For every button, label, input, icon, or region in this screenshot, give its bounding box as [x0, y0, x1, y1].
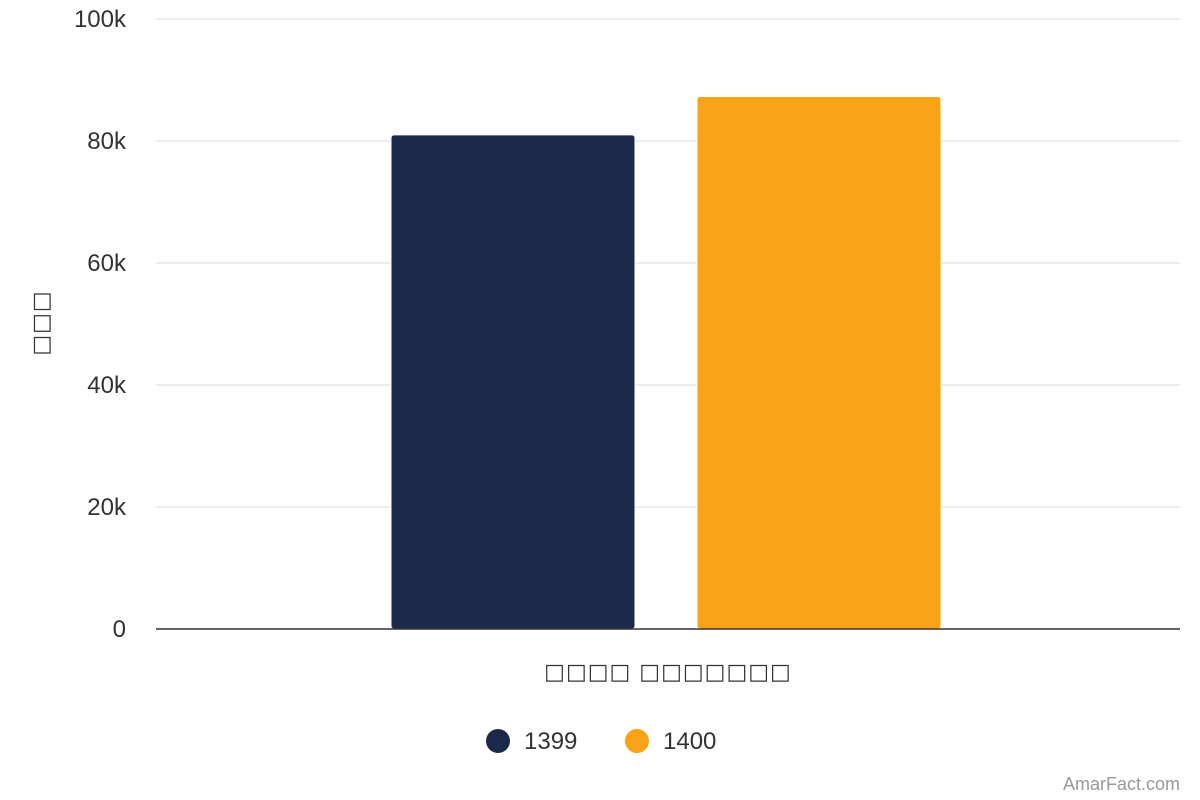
credit-text: AmarFact.com [1063, 774, 1180, 794]
bar-1399 [390, 134, 636, 630]
legend-label-1399: 1399 [524, 728, 577, 755]
x-axis-title: □□□□ □□□□□□□ [544, 660, 792, 685]
legend: 1399 1400 [486, 728, 716, 755]
bar-1400 [696, 95, 942, 630]
y-tick-label: 100k [74, 6, 127, 33]
legend-label-1400: 1400 [663, 728, 716, 755]
y-tick-label: 40k [87, 372, 127, 399]
y-axis-title: □□□ [29, 290, 54, 355]
legend-swatch-1400 [625, 729, 649, 753]
y-tick-label: 80k [87, 128, 127, 155]
bars [390, 95, 942, 630]
y-axis: 0 20k 40k 60k 80k 100k [74, 6, 127, 643]
y-tick-label: 20k [87, 494, 127, 521]
grid-lines [156, 18, 1180, 508]
y-tick-label: 0 [113, 616, 126, 643]
legend-swatch-1399 [486, 729, 510, 753]
y-tick-label: 60k [87, 250, 127, 277]
